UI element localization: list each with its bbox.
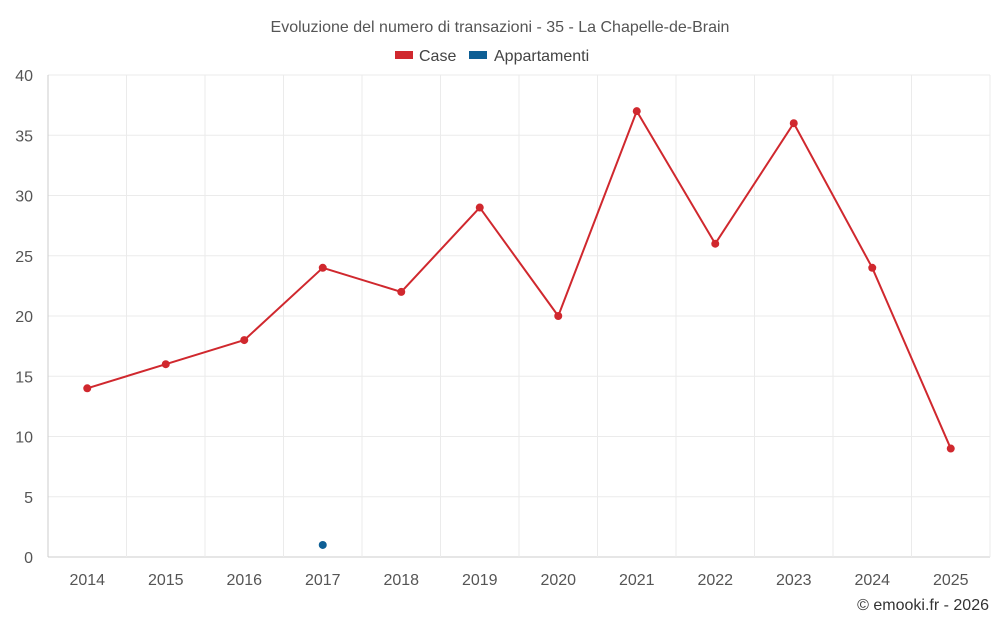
- data-point-case[interactable]: [397, 287, 406, 296]
- data-point-case[interactable]: [868, 263, 877, 272]
- data-point-case[interactable]: [632, 107, 641, 116]
- y-tick-label: 25: [15, 249, 33, 266]
- y-tick-label: 35: [15, 128, 33, 145]
- legend-label-appartamenti[interactable]: Appartamenti: [494, 48, 589, 65]
- series-line-case: [86, 110, 952, 449]
- data-point-appartamenti[interactable]: [318, 540, 327, 549]
- legend-swatch-appartamenti: [469, 51, 487, 59]
- y-tick-label: 30: [15, 189, 33, 206]
- y-tick-label: 5: [24, 490, 33, 507]
- legend: Case Appartamenti: [395, 48, 589, 65]
- grid: [47, 74, 991, 558]
- x-tick-label: 2018: [383, 572, 419, 589]
- data-point-case[interactable]: [946, 444, 955, 453]
- data-point-case[interactable]: [318, 263, 327, 272]
- x-tick-label: 2019: [462, 572, 498, 589]
- legend-swatch-case: [395, 51, 413, 59]
- x-tick-label: 2017: [305, 572, 341, 589]
- y-tick-label: 40: [15, 68, 33, 85]
- y-tick-label: 15: [15, 369, 33, 386]
- x-tick-label: 2014: [69, 572, 105, 589]
- data-point-case[interactable]: [83, 384, 92, 393]
- y-tick-label: 0: [24, 550, 33, 567]
- credit-text: © emooki.fr - 2026: [857, 597, 989, 614]
- data-point-case[interactable]: [789, 119, 798, 128]
- y-tick-label: 10: [15, 430, 33, 447]
- y-tick-label: 20: [15, 309, 33, 326]
- data-point-case[interactable]: [161, 360, 170, 369]
- legend-label-case[interactable]: Case: [419, 48, 456, 65]
- data-point-case[interactable]: [240, 336, 249, 345]
- x-axis-ticks: 2014 2015 2016 2017 2018 2019 2020 2021 2022 2023…: [69, 572, 968, 589]
- data-point-case[interactable]: [475, 203, 484, 212]
- x-tick-label: 2016: [226, 572, 262, 589]
- series-layer: [83, 107, 955, 549]
- x-tick-label: 2023: [776, 572, 812, 589]
- data-point-case[interactable]: [711, 239, 720, 248]
- data-point-case[interactable]: [554, 312, 563, 320]
- chart-title: Evoluzione del numero di transazioni - 3…: [271, 19, 730, 36]
- x-tick-label: 2025: [933, 572, 969, 589]
- x-tick-label: 2020: [540, 572, 576, 589]
- x-tick-label: 2015: [148, 572, 184, 589]
- y-axis-ticks: 0 5 10 15 20 25 30 35 40: [15, 68, 33, 567]
- x-tick-label: 2024: [854, 572, 890, 589]
- x-tick-label: 2022: [697, 572, 733, 589]
- x-tick-label: 2021: [619, 572, 655, 589]
